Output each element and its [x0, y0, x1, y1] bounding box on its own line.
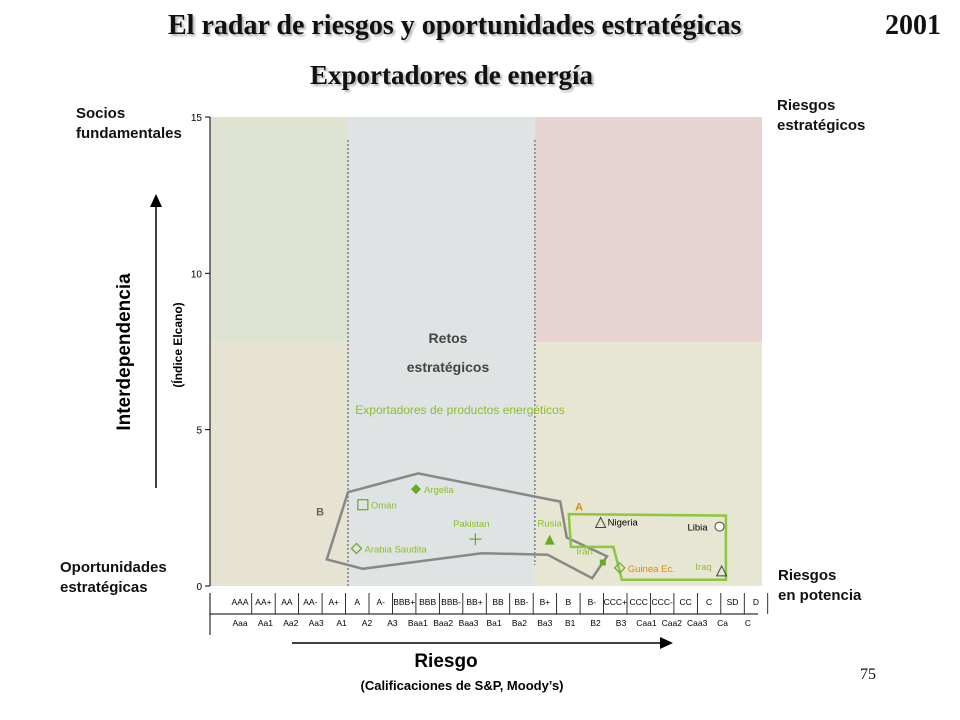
point-label-libia: Libia	[687, 523, 708, 534]
x-tick-label-sp: A-	[376, 597, 385, 607]
x-tick-label-sp: B-	[588, 597, 597, 607]
x-tick-label-moodys: A1	[336, 618, 347, 628]
x-tick-label-sp: AA+	[255, 597, 271, 607]
x-tick-label-moodys: Aa1	[258, 618, 273, 628]
x-tick-label-sp: B+	[540, 597, 551, 607]
x-tick-label-moodys: Aaa	[232, 618, 247, 628]
x-tick-label-moodys: Ba1	[486, 618, 501, 628]
x-tick-label-moodys: Baa3	[459, 618, 479, 628]
x-tick-label-moodys: B3	[616, 618, 627, 628]
x-tick-label-moodys: Caa2	[662, 618, 683, 628]
group-a-label: A	[575, 501, 583, 513]
y-tick-label: 0	[196, 582, 202, 593]
x-tick-label-sp: BB+	[466, 597, 482, 607]
point-label-iraq: Iraq	[695, 562, 711, 573]
group-b-label: B	[316, 506, 324, 518]
x-tick-label-moodys: Aa3	[309, 618, 324, 628]
point-libia	[715, 522, 724, 531]
x-tick-label-moodys: Baa1	[408, 618, 428, 628]
zone-oportunidades-estrategicas	[210, 342, 348, 586]
x-tick-label-sp: AA-	[303, 597, 317, 607]
x-tick-label-sp: BBB+	[393, 597, 415, 607]
point-label-rusia: Rusia	[538, 519, 563, 530]
x-tick-label-sp: B	[566, 597, 572, 607]
x-tick-label-sp: AA	[281, 597, 293, 607]
x-tick-label-moodys: B1	[565, 618, 576, 628]
x-tick-label-moodys: Caa1	[636, 618, 657, 628]
x-tick-label-sp: CCC-	[652, 597, 673, 607]
point-label-nigeria: Nigeria	[608, 517, 639, 528]
x-tick-label-sp: CCC+	[604, 597, 627, 607]
x-tick-label-sp: CCC	[630, 597, 648, 607]
x-axis-sublabel: (Calificaciones de S&P, Moody’s)	[361, 678, 564, 693]
x-tick-label-sp: D	[753, 597, 759, 607]
zone-retos-estrategicos	[348, 117, 535, 586]
x-tick-label-sp: A	[354, 597, 360, 607]
zone-socios-fundamentales	[210, 117, 348, 342]
point-label-pakistan: Pakistan	[453, 519, 489, 530]
zone-label-line1: Retos	[429, 330, 468, 346]
x-tick-label-moodys: B2	[590, 618, 601, 628]
x-tick-label-sp: A+	[328, 597, 339, 607]
point-label-arabia-saudita: Arabia Saudita	[364, 544, 427, 555]
x-tick-label-moodys: Aa2	[283, 618, 298, 628]
x-tick-label-moodys: Baa2	[433, 618, 453, 628]
category-label: Exportadores de productos energéticos	[355, 403, 564, 417]
x-arrow-head	[660, 637, 673, 649]
point-label-iran: Irán	[576, 547, 592, 558]
point-label-argelia: Argelia	[424, 485, 454, 496]
zone-label-line2: estratégicos	[407, 359, 490, 375]
y-tick-label: 15	[191, 113, 203, 124]
x-tick-label-sp: BBB-	[441, 597, 461, 607]
y-axis-sublabel: (Índice Elcano)	[170, 302, 185, 387]
x-tick-label-sp: BB-	[514, 597, 528, 607]
y-tick-label: 5	[196, 426, 202, 437]
point-label-guinea-ec: Guinea Ec.	[628, 564, 675, 575]
x-tick-label-moodys: Ca	[717, 618, 728, 628]
x-tick-label-moodys: C	[745, 618, 751, 628]
x-tick-label-sp: CC	[679, 597, 691, 607]
y-arrow-head	[150, 194, 162, 207]
x-tick-label-sp: C	[706, 597, 712, 607]
x-tick-label-moodys: A3	[387, 618, 398, 628]
point-iran	[600, 560, 606, 566]
x-tick-label-sp: SD	[727, 597, 739, 607]
zone-riesgos-en-potencia	[535, 342, 762, 586]
x-tick-label-sp: BB	[492, 597, 504, 607]
x-tick-label-sp: AAA	[231, 597, 248, 607]
x-tick-label-moodys: Caa3	[687, 618, 708, 628]
y-tick-label: 10	[191, 269, 203, 280]
point-label-oman: Omán	[371, 501, 397, 512]
x-tick-label-moodys: Ba2	[512, 618, 527, 628]
x-tick-label-sp: BBB	[419, 597, 436, 607]
x-tick-label-moodys: A2	[362, 618, 373, 628]
x-axis-label: Riesgo	[414, 651, 477, 672]
x-tick-label-moodys: Ba3	[537, 618, 552, 628]
zone-riesgos-estrategicos	[535, 117, 762, 342]
y-axis-label: Interdependencia	[114, 273, 135, 431]
